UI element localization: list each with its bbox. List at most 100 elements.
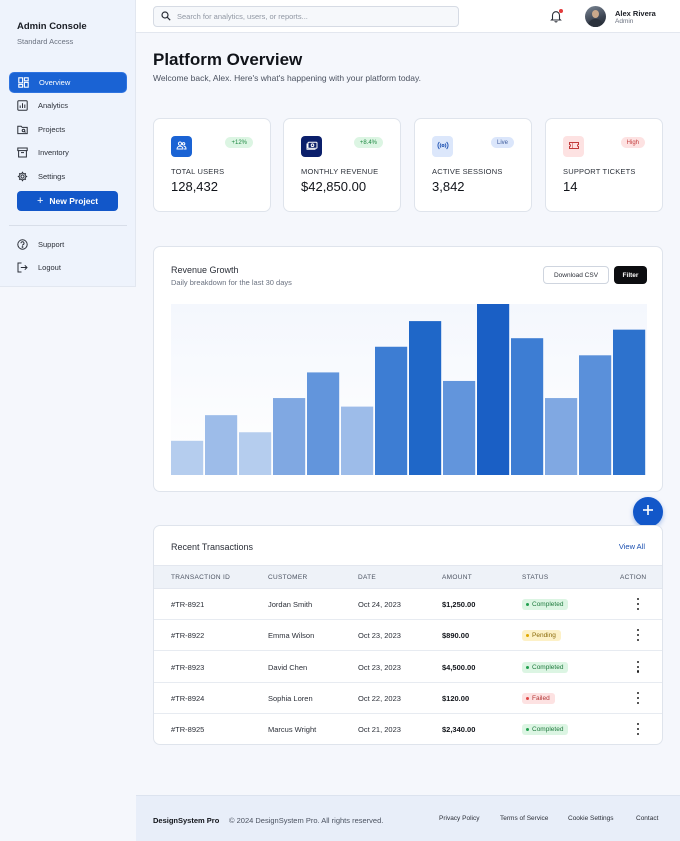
status-label: Completed (532, 663, 564, 671)
more-options-icon[interactable] (635, 723, 641, 736)
sidebar-item-label: Support (38, 240, 65, 249)
chart-title: Revenue Growth (171, 265, 239, 275)
add-fab-button[interactable] (633, 497, 663, 527)
transaction-id: #TR-8924 (171, 693, 205, 703)
revenue-chart-card: Revenue Growth Daily breakdown for the l… (153, 246, 663, 492)
chart-bar[interactable] (375, 346, 408, 475)
stat-badge: +12% (225, 137, 253, 148)
user-role: Admin (615, 18, 634, 25)
stat-card-users: +12% TOTAL USERS 128,432 (153, 118, 271, 212)
status-badge: Completed (522, 724, 569, 736)
status-badge: Pending (522, 630, 561, 642)
footer-copyright: © 2024 DesignSystem Pro. All rights rese… (229, 816, 384, 825)
chart-bar[interactable] (273, 398, 306, 475)
search-box[interactable] (153, 6, 459, 27)
status-label: Failed (532, 694, 550, 702)
status-dot (526, 603, 529, 606)
transaction-date: Oct 23, 2023 (358, 662, 401, 672)
transaction-date: Oct 21, 2023 (358, 725, 401, 735)
transactions-title: Recent Transactions (171, 542, 254, 552)
folder-icon (17, 124, 28, 135)
sidebar-item-logout[interactable]: Logout (9, 257, 127, 278)
stat-card-tickets: High SUPPORT TICKETS 14 (545, 118, 663, 212)
column-header: TRANSACTION ID (171, 574, 231, 581)
filter-button[interactable]: Filter (614, 266, 647, 284)
table-row[interactable]: #TR-8925 Marcus Wright Oct 21, 2023 $2,340.… (154, 714, 662, 744)
transaction-amount: $2,340.00 (442, 725, 476, 735)
stat-label: SUPPORT TICKETS (563, 167, 636, 176)
inventory-icon (17, 147, 28, 158)
stat-value: 3,842 (432, 179, 465, 194)
sidebar-item-overview[interactable]: Overview (9, 72, 127, 93)
search-input[interactable] (177, 12, 447, 21)
view-all-link[interactable]: View All (618, 542, 645, 551)
transaction-date: Oct 23, 2023 (358, 631, 401, 641)
transaction-id: #TR-8921 (171, 600, 205, 609)
logout-icon (17, 262, 28, 273)
bell-icon (549, 10, 563, 27)
sidebar-item-projects[interactable]: Projects (9, 119, 127, 140)
footer-link-contact[interactable]: Contact (636, 815, 659, 822)
transaction-amount: $120.00 (442, 693, 470, 703)
plus-icon (642, 503, 654, 521)
new-project-button[interactable]: + New Project (17, 191, 118, 211)
stat-badge: Live (490, 137, 514, 148)
download-csv-button[interactable]: Download CSV (543, 266, 609, 284)
stat-icon-box (301, 136, 322, 157)
chart-bar[interactable] (579, 355, 612, 475)
stat-badge: High (620, 137, 645, 148)
dashboard-icon (18, 77, 29, 88)
chart-bar[interactable] (443, 380, 476, 475)
users-icon (176, 138, 187, 156)
more-options-icon[interactable] (635, 598, 641, 610)
chart-bar[interactable] (477, 304, 510, 475)
table-row[interactable]: #TR-8921 Jordan Smith Oct 24, 2023 $1,250.0… (154, 589, 662, 620)
chart-bar[interactable] (205, 415, 238, 475)
transactions-card: Recent Transactions View All TRANSACTION… (153, 525, 663, 745)
sidebar-item-inventory[interactable]: Inventory (9, 142, 127, 163)
sidebar-item-settings[interactable]: Settings (9, 166, 127, 187)
sidebar-item-label: Settings (38, 171, 66, 181)
secondary-nav: Support Logout (9, 234, 127, 281)
chart-bar[interactable] (545, 398, 578, 475)
sidebar-item-label: Projects (38, 124, 66, 134)
transaction-date: Oct 24, 2023 (358, 600, 401, 609)
column-header: DATE (358, 574, 377, 581)
sidebar-item-support[interactable]: Support (9, 234, 127, 255)
more-options-icon[interactable] (635, 629, 641, 642)
chart-bar[interactable] (171, 440, 204, 475)
column-header: STATUS (522, 574, 549, 581)
table-row[interactable]: #TR-8922 Emma Wilson Oct 23, 2023 $890.00 Pe… (154, 620, 662, 652)
stat-value: $42,850.00 (301, 179, 367, 194)
more-options-icon[interactable] (635, 660, 641, 673)
avatar[interactable] (585, 6, 606, 27)
more-options-icon[interactable] (635, 691, 641, 704)
main-nav: Overview Analytics Projects Inventory Se… (9, 72, 127, 189)
sidebar-item-label: Analytics (38, 101, 69, 111)
notification-dot (559, 9, 563, 13)
chart-bar[interactable] (307, 372, 340, 475)
table-header: TRANSACTION ID CUSTOMER DATE AMOUNT STAT… (154, 565, 662, 589)
transaction-id: #TR-8922 (171, 631, 205, 641)
chart-bar[interactable] (409, 321, 442, 475)
chart-bar[interactable] (613, 329, 646, 475)
notifications-button[interactable] (549, 9, 563, 23)
status-label: Completed (532, 601, 564, 608)
revenue-bar-chart (171, 304, 647, 475)
chart-bar[interactable] (511, 338, 544, 475)
footer-link-cookies[interactable]: Cookie Settings (568, 815, 614, 822)
chart-bar[interactable] (341, 406, 374, 475)
stat-card-revenue: +8.4% MONTHLY REVENUE $42,850.00 (283, 118, 401, 212)
top-bar: Alex Rivera Admin (136, 0, 680, 33)
footer-link-privacy[interactable]: Privacy Policy (439, 815, 480, 822)
analytics-icon (17, 100, 28, 112)
table-row[interactable]: #TR-8923 David Chen Oct 23, 2023 $4,500.00 C… (154, 652, 662, 683)
status-badge: Failed (522, 692, 555, 704)
sidebar-item-analytics[interactable]: Analytics (9, 95, 127, 116)
footer-link-terms[interactable]: Terms of Service (500, 815, 549, 822)
customer-name: Jordan Smith (268, 600, 313, 609)
status-label: Pending (532, 632, 556, 640)
help-icon (17, 239, 28, 250)
table-row[interactable]: #TR-8924 Sophia Loren Oct 22, 2023 $120.00 F… (154, 683, 662, 714)
chart-bar[interactable] (239, 432, 272, 475)
